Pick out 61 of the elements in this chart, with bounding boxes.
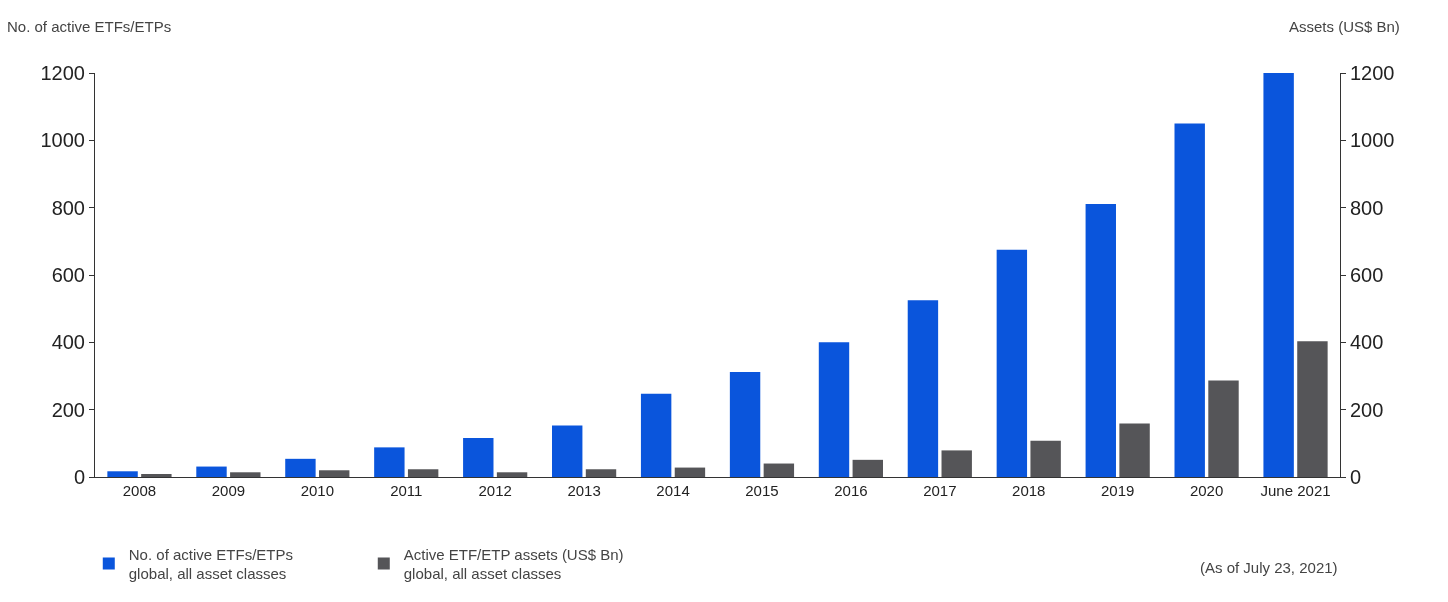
x-tick-label: 2010 (300, 482, 335, 499)
bar (285, 458, 316, 477)
bar (640, 393, 672, 477)
x-tick-label: 2013 (567, 482, 601, 499)
bar (852, 459, 883, 477)
x-tick-label: 2015 (745, 482, 779, 499)
bar (996, 249, 1028, 477)
bar (1085, 203, 1116, 477)
y-tick-label: 0 (73, 466, 85, 488)
x-tick-label: 2016 (834, 482, 868, 499)
bar (1030, 440, 1061, 477)
x-tick-label: 2011 (390, 482, 423, 499)
x-tick-label: 2008 (122, 482, 157, 499)
bar (907, 300, 939, 477)
y2-tick-label: 1200 (1350, 62, 1395, 84)
x-tick-label: 2018 (1012, 482, 1046, 499)
y-tick-label: 1200 (40, 62, 85, 84)
x-tick-label: 2020 (1189, 482, 1224, 499)
y-tick-label: 600 (51, 264, 85, 286)
y-axis-title: No. of active ETFs/ETPs (7, 18, 172, 35)
legend-label: Active ETF/ETP assets (US$ Bn) global, all asset classes (403, 545, 624, 583)
legend-label: No. of active ETFs/ETPs global, all asset classes (128, 545, 293, 583)
bar (1119, 423, 1150, 477)
x-tick-label: 2017 (923, 482, 957, 499)
bar (141, 473, 172, 477)
y2-tick-label: 0 (1350, 466, 1362, 488)
bar (374, 447, 405, 477)
bar (1208, 380, 1239, 477)
bar (196, 466, 227, 477)
bar (674, 467, 706, 477)
bar (729, 371, 761, 477)
bar (585, 469, 617, 477)
bar (407, 469, 439, 477)
bar (818, 342, 850, 477)
y2-axis-title: Assets (US$ Bn) (1289, 18, 1400, 35)
y2-tick-label: 1000 (1350, 129, 1395, 152)
bar (230, 472, 261, 477)
bar (1174, 123, 1205, 477)
bar (1263, 73, 1294, 477)
bar (319, 470, 350, 477)
y-tick-label: 800 (51, 196, 85, 219)
bar (496, 472, 528, 477)
y2-tick-label: 200 (1350, 398, 1384, 421)
bar (552, 425, 583, 477)
y2-tick-label: 600 (1350, 264, 1384, 286)
x-tick-label: June 2021 (1260, 482, 1331, 499)
y-tick-label: 1000 (40, 129, 85, 152)
text: (As of July 23, 2021) (1200, 559, 1338, 576)
y2-tick-label: 400 (1350, 331, 1384, 354)
y-tick-label: 400 (51, 331, 85, 354)
y2-tick-label: 800 (1350, 196, 1384, 219)
x-tick-label: 2019 (1100, 482, 1135, 499)
bar (1297, 341, 1328, 477)
bar (463, 437, 494, 477)
x-tick-label: 2009 (211, 482, 246, 499)
y-tick-label: 200 (51, 398, 85, 421)
bar (941, 450, 972, 477)
bar (763, 463, 795, 477)
bar (107, 471, 138, 477)
x-tick-label: 2014 (656, 482, 690, 499)
x-tick-label: 2012 (478, 482, 512, 499)
